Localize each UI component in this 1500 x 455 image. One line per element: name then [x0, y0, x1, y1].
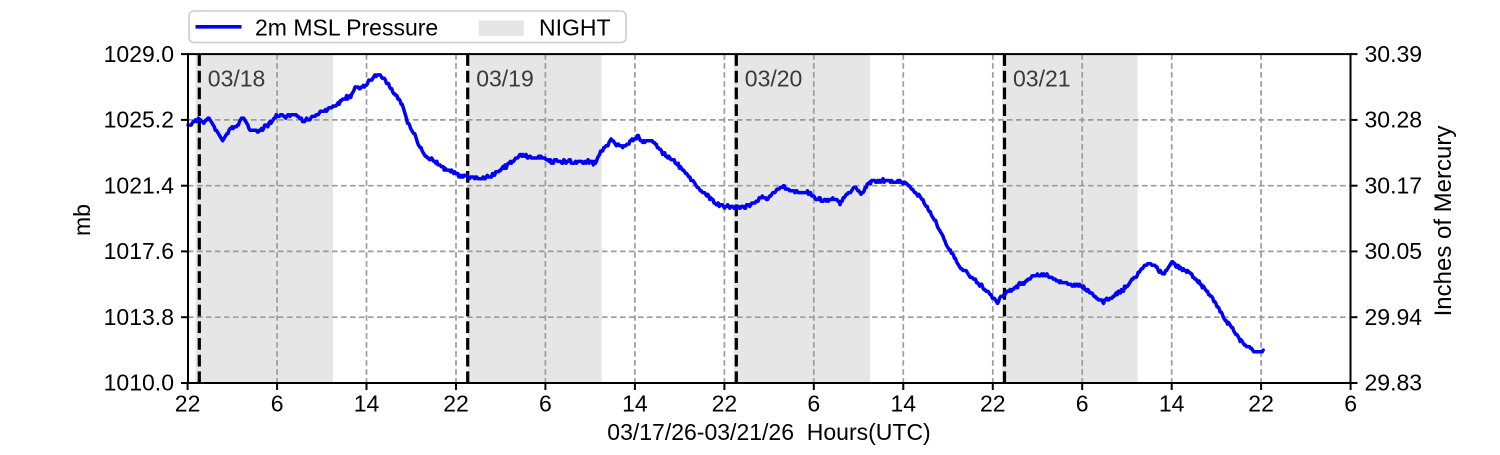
svg-text:22: 22 — [980, 391, 1006, 417]
svg-text:14: 14 — [622, 391, 648, 417]
svg-text:6: 6 — [271, 391, 284, 417]
svg-text:03/19: 03/19 — [476, 66, 534, 92]
svg-text:6: 6 — [539, 391, 552, 417]
svg-text:29.83: 29.83 — [1365, 370, 1423, 396]
svg-text:mb: mb — [69, 204, 95, 236]
svg-text:22: 22 — [443, 391, 469, 417]
svg-text:22: 22 — [1248, 391, 1274, 417]
svg-text:1025.2: 1025.2 — [104, 107, 174, 133]
svg-text:22: 22 — [175, 391, 201, 417]
svg-text:29.94: 29.94 — [1365, 304, 1423, 330]
svg-text:1010.0: 1010.0 — [104, 370, 174, 396]
svg-text:NIGHT: NIGHT — [539, 15, 611, 41]
svg-text:30.17: 30.17 — [1365, 172, 1423, 198]
svg-text:30.28: 30.28 — [1365, 107, 1423, 133]
svg-text:Inches of Mercury: Inches of Mercury — [1430, 126, 1457, 317]
svg-text:14: 14 — [354, 391, 380, 417]
svg-text:1029.0: 1029.0 — [104, 41, 174, 67]
svg-text:14: 14 — [1159, 391, 1185, 417]
svg-text:03/18: 03/18 — [208, 66, 266, 92]
svg-text:6: 6 — [807, 391, 820, 417]
svg-text:14: 14 — [891, 391, 917, 417]
svg-text:6: 6 — [1344, 391, 1357, 417]
svg-text:2m MSL Pressure: 2m MSL Pressure — [255, 15, 438, 41]
svg-text:6: 6 — [1076, 391, 1089, 417]
svg-text:1021.4: 1021.4 — [104, 172, 175, 198]
svg-text:30.39: 30.39 — [1365, 41, 1423, 67]
svg-text:03/20: 03/20 — [745, 66, 803, 92]
svg-text:03/17/26-03/21/26 Hours(UTC): 03/17/26-03/21/26 Hours(UTC) — [607, 419, 930, 445]
svg-text:1017.6: 1017.6 — [104, 238, 174, 264]
svg-text:03/21: 03/21 — [1013, 66, 1071, 92]
svg-text:1013.8: 1013.8 — [104, 304, 174, 330]
svg-text:22: 22 — [712, 391, 738, 417]
svg-text:30.05: 30.05 — [1365, 238, 1423, 264]
